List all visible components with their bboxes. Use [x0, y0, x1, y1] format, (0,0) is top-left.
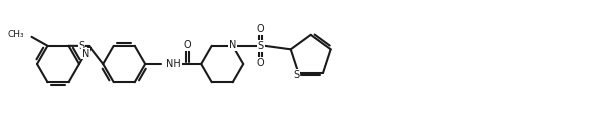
Text: N: N: [82, 49, 90, 58]
Text: CH₃: CH₃: [8, 30, 25, 39]
Text: O: O: [184, 40, 191, 50]
Text: S: S: [79, 41, 85, 51]
Text: S: S: [258, 41, 264, 51]
Text: N: N: [229, 40, 236, 50]
Text: O: O: [257, 58, 265, 68]
Text: S: S: [293, 70, 300, 80]
Text: NH: NH: [166, 59, 181, 69]
Text: O: O: [257, 24, 265, 34]
